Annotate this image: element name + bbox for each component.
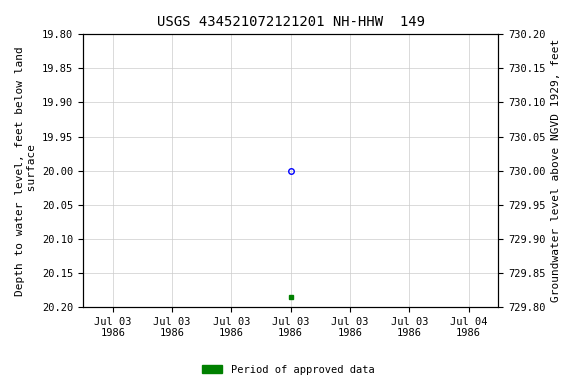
- Title: USGS 434521072121201 NH-HHW  149: USGS 434521072121201 NH-HHW 149: [157, 15, 425, 29]
- Y-axis label: Depth to water level, feet below land
 surface: Depth to water level, feet below land su…: [15, 46, 37, 296]
- Y-axis label: Groundwater level above NGVD 1929, feet: Groundwater level above NGVD 1929, feet: [551, 39, 561, 302]
- Legend: Period of approved data: Period of approved data: [198, 361, 378, 379]
